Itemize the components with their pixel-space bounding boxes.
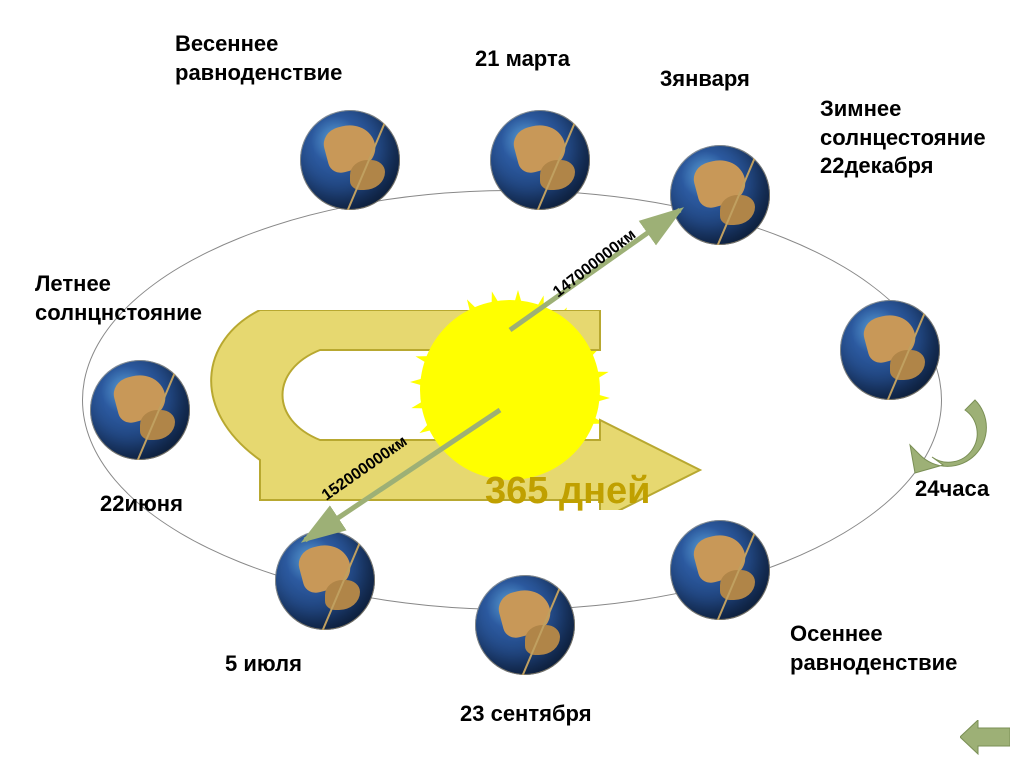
days-label: 365 дней <box>485 470 651 513</box>
aphelion-arrow <box>290 400 510 550</box>
globe-icon <box>475 575 575 675</box>
diagram-container: 365 дней 147000000км 152000000км Весенне… <box>0 0 1024 767</box>
jun22-label: 22июня <box>100 490 183 519</box>
earth-summer <box>90 360 190 460</box>
globe-icon <box>670 520 770 620</box>
vernal-equinox-label: Весеннее равноденствие <box>175 30 342 87</box>
sep23-label: 23 сентября <box>460 700 592 729</box>
earth-vernal <box>300 110 400 210</box>
autumn-equinox-label: Осеннее равноденствие <box>790 620 957 677</box>
march21-label: 21 марта <box>475 45 570 74</box>
globe-icon <box>490 110 590 210</box>
earth-winter <box>840 300 940 400</box>
earth-sep23 <box>475 575 575 675</box>
winter-solstice-label: Зимнее солнцестояние 22декабря <box>820 95 986 181</box>
rotation-arrow <box>905 395 995 475</box>
globe-icon <box>300 110 400 210</box>
earth-march21 <box>490 110 590 210</box>
summer-solstice-label: Летнее солнцнстояние <box>35 270 202 327</box>
globe-icon <box>840 300 940 400</box>
earth-autumn <box>670 520 770 620</box>
jul5-label: 5 июля <box>225 650 302 679</box>
corner-arrow-icon <box>960 720 1010 755</box>
jan3-label: 3января <box>660 65 750 94</box>
hours24-label: 24часа <box>915 475 989 504</box>
globe-icon <box>90 360 190 460</box>
